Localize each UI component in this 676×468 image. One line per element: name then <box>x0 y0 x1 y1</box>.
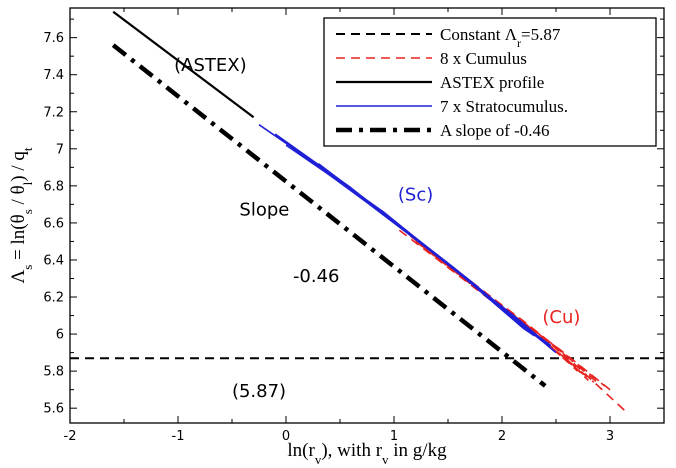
series-line <box>112 10 255 119</box>
legend-label: Constant Λr=5.87 <box>440 25 561 50</box>
series-8-x-cumulus <box>398 229 627 413</box>
series-line <box>431 251 627 413</box>
annotation-cu: (Cu) <box>542 307 580 328</box>
series-7-x-stratocumulus <box>258 124 557 354</box>
legend-label: A slope of -0.46 <box>440 121 550 140</box>
y-tick-label: 5.8 <box>43 365 64 380</box>
y-tick-label: 7.6 <box>43 31 64 46</box>
x-tick-label: 1 <box>390 429 398 444</box>
series-line <box>111 43 547 388</box>
y-tick-label: 7.2 <box>43 105 64 120</box>
series-line <box>317 162 552 346</box>
y-tick-label: 6.4 <box>43 253 64 268</box>
annotation-slope: Slope <box>239 200 289 221</box>
y-tick-label: 5.6 <box>43 402 64 417</box>
legend-label: 7 x Stratocumulus. <box>440 97 568 116</box>
series-astex-profile <box>112 10 255 119</box>
x-axis-title: ln(rv), with rv in g/kg <box>287 440 447 467</box>
y-tick-label: 7 <box>56 142 64 157</box>
y-tick-label: 6.8 <box>43 179 64 194</box>
x-tick-label: 2 <box>498 429 506 444</box>
x-tick-label: 3 <box>606 429 614 444</box>
y-tick-label: 6 <box>56 328 64 343</box>
plot-frame <box>69 7 665 424</box>
annotation-5-87: (5.87) <box>232 381 286 402</box>
y-axis-title: Λs = ln(θs / θl) / qt <box>8 147 35 283</box>
x-tick-label: -1 <box>172 429 185 444</box>
annotations: (ASTEX) (Sc) (Cu) Slope -0.46 (5.87) <box>174 55 580 402</box>
legend: Constant Λr=5.878 x Cumulus ASTEX profile… <box>323 17 657 147</box>
series-a-slope-of-0-46 <box>111 43 547 388</box>
x-tick-label: 0 <box>282 429 290 444</box>
plot-lines <box>70 10 664 413</box>
axis-ticks: -2 -1 0 1 2 3 5.6 5.8 6 6.2 6.4 6.6 6.8 7 7.2 7.4 7.6 <box>43 8 665 444</box>
legend-label: 8 x Cumulus <box>440 49 527 68</box>
series-line <box>447 263 600 385</box>
y-tick-label: 6.6 <box>43 216 64 231</box>
series-line <box>409 235 579 372</box>
y-tick-label: 7.4 <box>43 68 64 83</box>
annotation-sc: (Sc) <box>398 185 433 206</box>
annotation-0-46: -0.46 <box>293 266 340 287</box>
annotation-astex: (ASTEX) <box>174 55 246 76</box>
legend-label: ASTEX profile <box>440 73 544 92</box>
y-tick-label: 6.2 <box>43 291 64 306</box>
x-tick-label: -2 <box>64 429 77 444</box>
series-line <box>398 229 589 380</box>
series-line <box>436 255 611 391</box>
